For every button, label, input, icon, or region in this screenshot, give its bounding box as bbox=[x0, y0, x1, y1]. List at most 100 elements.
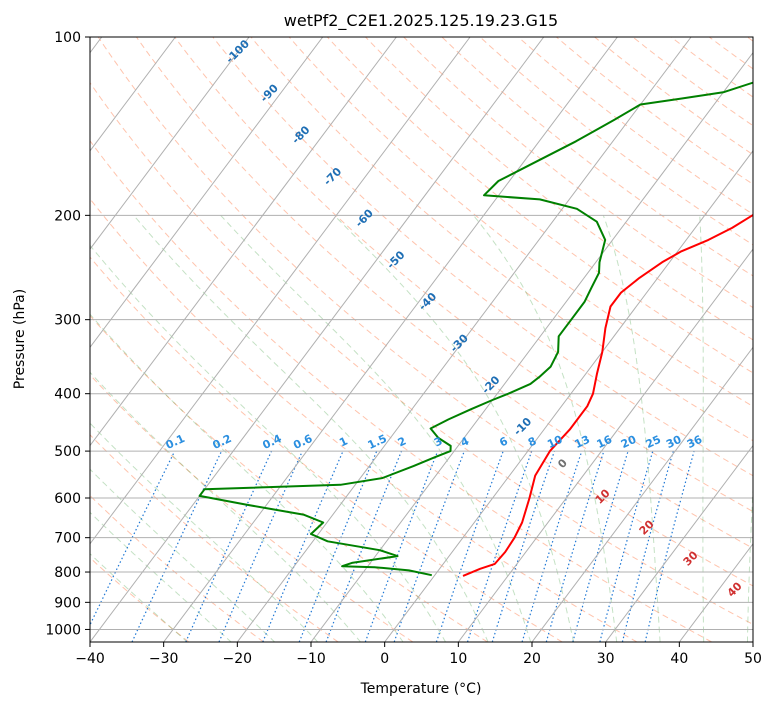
y-tick-label: 700 bbox=[54, 531, 81, 547]
chart-title: wetPf2_C2E1.2025.125.19.23.G15 bbox=[284, 11, 558, 31]
x-tick-label: 10 bbox=[449, 651, 467, 667]
dry-adiabat-label: -70 bbox=[321, 165, 344, 188]
dry-adiabat bbox=[90, 374, 414, 642]
dry-adiabat bbox=[250, 37, 753, 442]
x-tick-label: −10 bbox=[296, 651, 326, 667]
mixing-ratio-line bbox=[466, 450, 533, 642]
dry-adiabat-label: 40 bbox=[725, 579, 745, 599]
dry-adiabat bbox=[479, 37, 753, 246]
moist-adiabat bbox=[699, 215, 705, 642]
isotherm-gridline bbox=[90, 37, 397, 447]
moist-adiabat bbox=[90, 422, 319, 642]
x-tick-label: 20 bbox=[523, 651, 541, 667]
isotherm-gridline bbox=[90, 37, 545, 642]
y-axis-label: Pressure (hPa) bbox=[12, 289, 28, 389]
x-tick-label: 40 bbox=[670, 651, 688, 667]
mixing-ratio-line bbox=[298, 450, 378, 642]
x-tick-label: 50 bbox=[744, 651, 762, 667]
mixing-ratio-label: 13 bbox=[573, 433, 592, 451]
moist-adiabat bbox=[90, 313, 404, 642]
y-tick-label: 500 bbox=[54, 444, 81, 460]
mixing-ratio-line bbox=[491, 450, 555, 642]
mixing-ratio-label: 1.5 bbox=[366, 432, 389, 452]
x-axis: −40 −30 −20 −10 0 10 20 30 40 50 bbox=[75, 642, 762, 667]
mixing-ratio-label: 10 bbox=[545, 433, 565, 451]
mixing-ratio-label: 36 bbox=[685, 433, 705, 451]
mixing-ratio-line bbox=[644, 450, 695, 642]
dry-adiabat bbox=[441, 37, 753, 277]
dry-adiabat bbox=[708, 37, 753, 70]
dry-adiabat bbox=[97, 37, 753, 587]
y-tick-label: 1000 bbox=[45, 622, 81, 638]
mixing-ratio-label: 20 bbox=[619, 433, 639, 451]
plot-frame bbox=[89, 36, 754, 643]
dry-adiabat bbox=[90, 198, 638, 642]
dry-adiabat bbox=[326, 37, 753, 374]
y-axis: 100 200 300 400 500 600 700 800 900 1000 bbox=[45, 30, 90, 638]
isotherm-gridline bbox=[752, 641, 753, 642]
y-tick-label: 200 bbox=[54, 208, 81, 224]
isotherm-gridline bbox=[605, 444, 753, 642]
mixing-ratio-label: 4 bbox=[459, 434, 472, 449]
dry-adiabat bbox=[174, 37, 753, 513]
isotherm-gridline bbox=[531, 346, 753, 642]
mixing-ratio-line bbox=[599, 450, 654, 642]
mixing-ratio-line bbox=[572, 450, 629, 642]
x-tick-label: −40 bbox=[75, 651, 105, 667]
dry-adiabat bbox=[670, 37, 753, 98]
mixing-ratio-line bbox=[621, 450, 674, 642]
mixing-ratio-line bbox=[364, 450, 439, 642]
y-tick-label: 900 bbox=[54, 595, 81, 611]
mixing-ratio-line bbox=[393, 450, 465, 642]
moist-adiabat bbox=[333, 214, 575, 642]
moist-adiabat bbox=[473, 214, 618, 642]
mixing-ratio-label: 0.6 bbox=[291, 432, 314, 452]
mixing-ratio-label: 6 bbox=[497, 434, 510, 449]
isotherm-gridline bbox=[236, 37, 692, 642]
mixing-ratio-label: 0.4 bbox=[260, 432, 283, 452]
mixing-ratio-label: 2 bbox=[396, 434, 408, 449]
moist-adiabat bbox=[133, 214, 489, 642]
mixing-ratio-label: 16 bbox=[595, 433, 615, 451]
mixing-ratio-label: 25 bbox=[644, 433, 663, 451]
y-tick-label: 800 bbox=[54, 565, 81, 581]
isotherm-gridline bbox=[90, 37, 324, 349]
dry-adiabat bbox=[90, 139, 712, 642]
mixing-ratio-line bbox=[90, 450, 176, 627]
dry-adiabat bbox=[90, 495, 264, 642]
isotherm-gridline bbox=[90, 37, 471, 545]
dry-adiabat bbox=[90, 256, 563, 642]
mixing-ratio-label: 0.1 bbox=[164, 432, 187, 452]
moist-adiabat bbox=[90, 244, 447, 642]
mixing-ratio-line bbox=[435, 450, 504, 642]
plot-area bbox=[90, 37, 753, 642]
y-tick-label: 400 bbox=[54, 387, 81, 403]
isotherm-gridline bbox=[457, 248, 753, 642]
dry-adiabat-label: -80 bbox=[289, 123, 312, 146]
moist-adiabat bbox=[220, 214, 532, 642]
mixing-ratio-label: 8 bbox=[526, 434, 538, 449]
dry-adiabat bbox=[90, 557, 190, 642]
dewpoint-profile-line bbox=[198, 81, 753, 577]
mixing-ratio-line bbox=[185, 450, 273, 642]
dry-adiabat bbox=[288, 37, 753, 407]
isotherm-gridline bbox=[310, 51, 753, 642]
dry-adiabat-label: -40 bbox=[416, 290, 439, 313]
moist-adiabat bbox=[90, 468, 276, 642]
dry-adiabat-label: 0 bbox=[555, 456, 570, 471]
dry-adiabat-label: 20 bbox=[637, 517, 657, 537]
temperature-profile-line bbox=[462, 213, 753, 577]
moist-adiabat bbox=[90, 511, 232, 642]
y-tick-label: 100 bbox=[54, 30, 81, 46]
x-tick-label: −30 bbox=[149, 651, 179, 667]
dry-adiabat-label: -50 bbox=[384, 248, 407, 271]
dry-adiabat bbox=[135, 37, 753, 549]
x-tick-label: 0 bbox=[380, 651, 389, 667]
mixing-ratio-line bbox=[545, 450, 605, 642]
mixing-ratio-line bbox=[325, 450, 403, 642]
dry-adiabat-label: -60 bbox=[353, 206, 376, 229]
mixing-ratio-label: 0.2 bbox=[210, 432, 233, 452]
dry-adiabat bbox=[517, 37, 753, 215]
isopleth-labels: -100-90-80-70-60-50-40-30-20-10010203040… bbox=[164, 37, 745, 600]
dry-adiabat bbox=[365, 37, 753, 341]
